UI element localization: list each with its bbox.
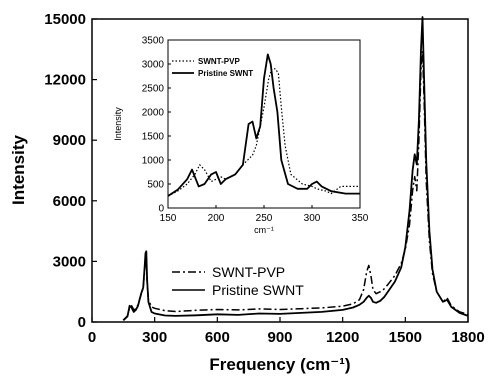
inset-x-tick-label: 250 <box>256 213 273 224</box>
inset-background <box>168 40 360 208</box>
inset-x-axis-title: cm⁻¹ <box>254 225 274 235</box>
inset-series-pristine-swnt <box>167 53 360 197</box>
main-y-tick-label: 15000 <box>44 11 86 28</box>
main-x-tick-label: 300 <box>142 329 167 346</box>
inset-x-tick-label: 350 <box>352 213 369 224</box>
inset-y-tick-label: 2000 <box>142 108 165 119</box>
inset-chart: 150 200 250 300 350 0 500 1000 1500 2000 2500 3000… <box>113 36 369 236</box>
inset-y-tick-label: 3000 <box>142 60 165 71</box>
inset-y-tick-label: 500 <box>147 180 164 191</box>
main-series-pristine-swnt <box>122 16 469 322</box>
main-x-tick-label: 1800 <box>451 329 484 346</box>
main-x-tick-label: 1200 <box>326 329 359 346</box>
main-y-tick-label: 0 <box>78 314 86 331</box>
inset-y-tick-label: 3500 <box>142 36 165 47</box>
main-legend-label-pristine-swnt: Pristine SWNT <box>212 282 304 298</box>
main-x-tick-label: 600 <box>205 329 230 346</box>
main-legend-label-swnt-pvp: SWNT-PVP <box>212 264 285 280</box>
inset-x-tick-label: 300 <box>304 213 321 224</box>
inset-y-tick-label: 2500 <box>142 84 165 95</box>
main-x-tick-label: 0 <box>88 329 96 346</box>
inset-series-layer <box>167 53 360 197</box>
inset-y-tick-label: 1500 <box>142 132 165 143</box>
inset-y-ticks: 0 500 1000 1500 2000 2500 3000 3500 <box>142 36 171 215</box>
inset-legend: SWNT-PVP Pristine SWNT <box>172 57 253 78</box>
main-y-tick-label: 6000 <box>53 193 86 210</box>
inset-legend-label-pristine-swnt: Pristine SWNT <box>198 69 253 78</box>
inset-y-axis-title: Intensity <box>113 107 123 141</box>
main-x-tick-label: 1500 <box>389 329 422 346</box>
main-chart: 0 300 600 900 1200 1500 1800 03000600090001200… <box>9 11 485 374</box>
main-y-ticks: 0 3000 6000 9000 12000 15000 <box>44 11 97 331</box>
main-y-tick-label: 3000 <box>53 253 86 270</box>
inset-series-swnt-pvp <box>167 68 360 197</box>
inset-x-tick-label: 150 <box>160 213 177 224</box>
inset-y-tick-label: 1000 <box>142 156 165 167</box>
main-legend: SWNT-PVP Pristine SWNT <box>172 264 304 298</box>
main-x-axis-title: Frequency (cm⁻¹) <box>209 355 350 374</box>
main-series-layer <box>122 16 469 322</box>
inset-x-tick-label: 200 <box>208 213 225 224</box>
main-y-axis-title: Intensity <box>9 135 28 205</box>
main-y-tick-label: 9000 <box>53 132 86 149</box>
inset-y-tick-label: 0 <box>158 204 164 215</box>
main-x-tick-label: 900 <box>267 329 292 346</box>
main-x-ticks: 0 300 600 900 1200 1500 1800 <box>88 317 485 346</box>
main-y-tick-label: 12000 <box>44 72 86 89</box>
inset-legend-label-swnt-pvp: SWNT-PVP <box>198 57 240 66</box>
